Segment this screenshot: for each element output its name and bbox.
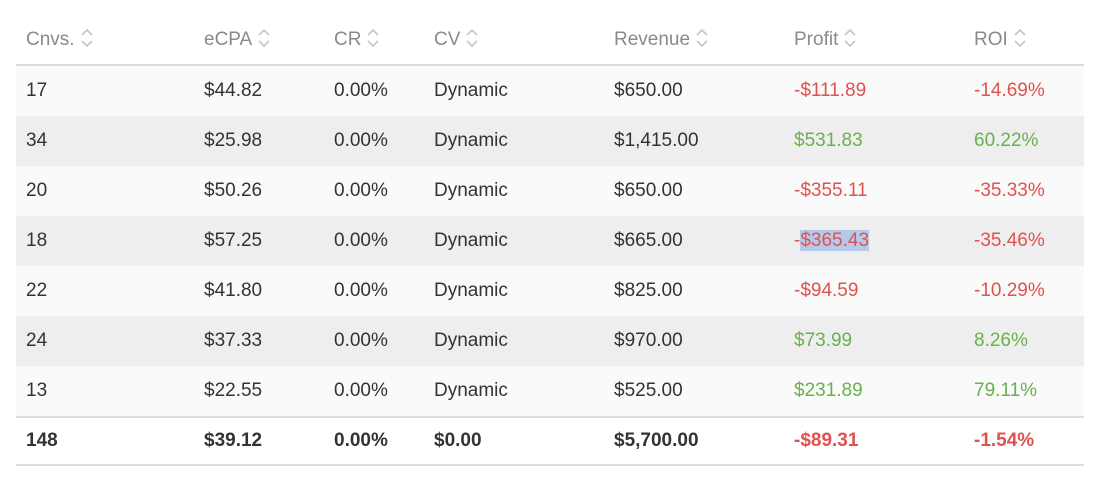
total-profit: -$89.31 bbox=[784, 416, 964, 466]
selected-text[interactable]: $365.43 bbox=[800, 230, 870, 251]
cell-revenue: $1,415.00 bbox=[604, 116, 784, 166]
column-header-label: Cnvs. bbox=[26, 29, 75, 51]
cell-cr: 0.00% bbox=[324, 366, 424, 417]
cell-profit: $531.83 bbox=[784, 116, 964, 166]
table-row: 24 $37.33 0.00% Dynamic $970.00 $73.99 8… bbox=[16, 316, 1084, 366]
cell-cnvs: 18 bbox=[16, 216, 194, 266]
cell-revenue: $650.00 bbox=[604, 166, 784, 216]
cell-ecpa: $22.55 bbox=[194, 366, 324, 417]
totals-row: 148 $39.12 0.00% $0.00 $5,700.00 -$89.31… bbox=[16, 416, 1084, 466]
total-cnvs: 148 bbox=[16, 416, 194, 466]
cell-roi: 8.26% bbox=[964, 316, 1084, 366]
column-header-profit[interactable]: Profit bbox=[784, 16, 964, 66]
cell-ecpa: $41.80 bbox=[194, 266, 324, 316]
column-header-label: Revenue bbox=[614, 29, 691, 51]
cell-cv: Dynamic bbox=[424, 65, 604, 116]
column-header-label: eCPA bbox=[204, 29, 253, 51]
sort-updown-icon[interactable] bbox=[844, 26, 856, 50]
sort-updown-icon[interactable] bbox=[258, 26, 270, 50]
cell-ecpa: $25.98 bbox=[194, 116, 324, 166]
sort-updown-icon[interactable] bbox=[367, 26, 380, 50]
sort-updown-icon[interactable] bbox=[1014, 26, 1026, 50]
total-ecpa: $39.12 bbox=[194, 416, 324, 466]
cell-cr: 0.00% bbox=[324, 216, 424, 266]
column-header-label: ROI bbox=[974, 29, 1008, 51]
cell-cv: Dynamic bbox=[424, 366, 604, 417]
table-row: 34 $25.98 0.00% Dynamic $1,415.00 $531.8… bbox=[16, 116, 1084, 166]
cell-roi: -10.29% bbox=[964, 266, 1084, 316]
sort-updown-icon[interactable] bbox=[696, 26, 708, 50]
column-header-label: Profit bbox=[794, 29, 839, 51]
cell-ecpa: $57.25 bbox=[194, 216, 324, 266]
cell-roi: 79.11% bbox=[964, 366, 1084, 417]
cell-roi: -35.33% bbox=[964, 166, 1084, 216]
cell-cnvs: 24 bbox=[16, 316, 194, 366]
cell-cnvs: 13 bbox=[16, 366, 194, 417]
cell-profit: -$365.43 bbox=[784, 216, 964, 266]
stats-table: Cnvs. eCPA CR CV Revenue Profit ROI 17 $… bbox=[16, 16, 1084, 466]
table-row: 20 $50.26 0.00% Dynamic $650.00 -$355.11… bbox=[16, 166, 1084, 216]
cell-profit: -$94.59 bbox=[784, 266, 964, 316]
sort-updown-icon[interactable] bbox=[81, 26, 93, 50]
column-header-roi[interactable]: ROI bbox=[964, 16, 1084, 66]
cell-roi: -14.69% bbox=[964, 65, 1084, 116]
cell-ecpa: $37.33 bbox=[194, 316, 324, 366]
cell-cnvs: 34 bbox=[16, 116, 194, 166]
table-row: 17 $44.82 0.00% Dynamic $650.00 -$111.89… bbox=[16, 65, 1084, 116]
cell-cr: 0.00% bbox=[324, 116, 424, 166]
column-header-cv[interactable]: CV bbox=[424, 16, 604, 66]
cell-revenue: $825.00 bbox=[604, 266, 784, 316]
stats-table-container: Cnvs. eCPA CR CV Revenue Profit ROI 17 $… bbox=[16, 16, 1084, 466]
cell-profit: $231.89 bbox=[784, 366, 964, 417]
cell-revenue: $525.00 bbox=[604, 366, 784, 417]
table-header-row: Cnvs. eCPA CR CV Revenue Profit ROI bbox=[16, 16, 1084, 66]
total-roi: -1.54% bbox=[964, 416, 1084, 466]
table-row: 22 $41.80 0.00% Dynamic $825.00 -$94.59 … bbox=[16, 266, 1084, 316]
column-header-cnvs[interactable]: Cnvs. bbox=[16, 16, 194, 66]
cell-ecpa: $44.82 bbox=[194, 65, 324, 116]
cell-cv: Dynamic bbox=[424, 166, 604, 216]
cell-roi: 60.22% bbox=[964, 116, 1084, 166]
cell-revenue: $650.00 bbox=[604, 65, 784, 116]
cell-cr: 0.00% bbox=[324, 316, 424, 366]
cell-profit: -$111.89 bbox=[784, 65, 964, 116]
cell-profit: -$355.11 bbox=[784, 166, 964, 216]
cell-cr: 0.00% bbox=[324, 266, 424, 316]
cell-cv: Dynamic bbox=[424, 316, 604, 366]
cell-revenue: $970.00 bbox=[604, 316, 784, 366]
cell-cv: Dynamic bbox=[424, 116, 604, 166]
column-header-revenue[interactable]: Revenue bbox=[604, 16, 784, 66]
table-row: 13 $22.55 0.00% Dynamic $525.00 $231.89 … bbox=[16, 366, 1084, 417]
column-header-cr[interactable]: CR bbox=[324, 16, 424, 66]
cell-cr: 0.00% bbox=[324, 166, 424, 216]
total-revenue: $5,700.00 bbox=[604, 416, 784, 466]
cell-cr: 0.00% bbox=[324, 65, 424, 116]
cell-cnvs: 20 bbox=[16, 166, 194, 216]
total-cr: 0.00% bbox=[324, 416, 424, 466]
cell-profit: $73.99 bbox=[784, 316, 964, 366]
profit-sign: - bbox=[794, 230, 801, 251]
table-row: 18 $57.25 0.00% Dynamic $665.00 -$365.43… bbox=[16, 216, 1084, 266]
cell-cnvs: 22 bbox=[16, 266, 194, 316]
cell-cnvs: 17 bbox=[16, 65, 194, 116]
cell-roi: -35.46% bbox=[964, 216, 1084, 266]
cell-ecpa: $50.26 bbox=[194, 166, 324, 216]
column-header-ecpa[interactable]: eCPA bbox=[194, 16, 324, 66]
cell-cv: Dynamic bbox=[424, 216, 604, 266]
column-header-label: CV bbox=[434, 29, 461, 51]
cell-cv: Dynamic bbox=[424, 266, 604, 316]
total-cv: $0.00 bbox=[424, 416, 604, 466]
column-header-label: CR bbox=[334, 29, 362, 51]
cell-revenue: $665.00 bbox=[604, 216, 784, 266]
sort-updown-icon[interactable] bbox=[466, 26, 478, 50]
